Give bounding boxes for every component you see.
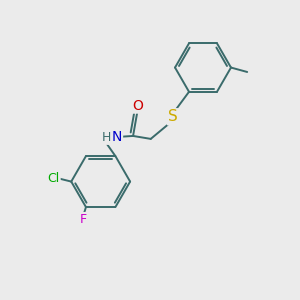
Text: O: O bbox=[132, 99, 143, 112]
Text: S: S bbox=[168, 109, 178, 124]
Text: F: F bbox=[80, 213, 87, 226]
Text: N: N bbox=[112, 130, 122, 144]
Text: Cl: Cl bbox=[47, 172, 60, 185]
Text: H: H bbox=[102, 131, 111, 144]
